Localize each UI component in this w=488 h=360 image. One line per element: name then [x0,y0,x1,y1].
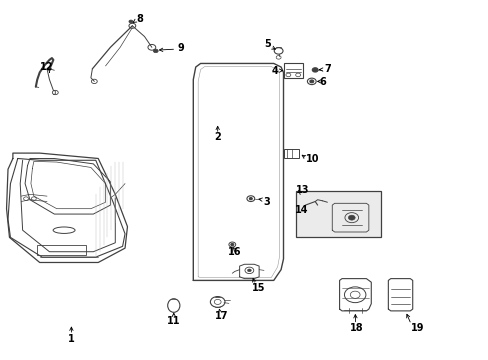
Text: 10: 10 [305,154,319,164]
Text: 8: 8 [136,14,143,24]
Text: 4: 4 [271,66,278,76]
Bar [295,191,380,237]
Bar [283,63,303,78]
Bar [37,244,86,255]
Text: 14: 14 [295,206,308,216]
Text: 11: 11 [167,316,180,326]
Text: 3: 3 [263,197,269,207]
Text: 9: 9 [177,43,184,53]
Text: 18: 18 [349,323,363,333]
Text: 13: 13 [296,185,309,195]
Text: 16: 16 [227,247,241,257]
Text: 5: 5 [264,39,271,49]
Text: 2: 2 [214,132,221,142]
Text: 19: 19 [410,323,424,333]
Circle shape [153,49,158,53]
Text: 17: 17 [214,311,228,321]
Circle shape [247,269,251,272]
Circle shape [347,215,354,220]
Text: 1: 1 [68,333,75,343]
Circle shape [309,80,313,83]
Text: 7: 7 [324,64,330,74]
Circle shape [129,20,133,23]
Circle shape [312,68,318,72]
Text: 12: 12 [40,62,54,72]
Text: 6: 6 [319,77,325,87]
Text: 15: 15 [252,283,265,293]
Circle shape [249,198,252,200]
Bar [284,149,299,158]
Circle shape [230,243,233,246]
